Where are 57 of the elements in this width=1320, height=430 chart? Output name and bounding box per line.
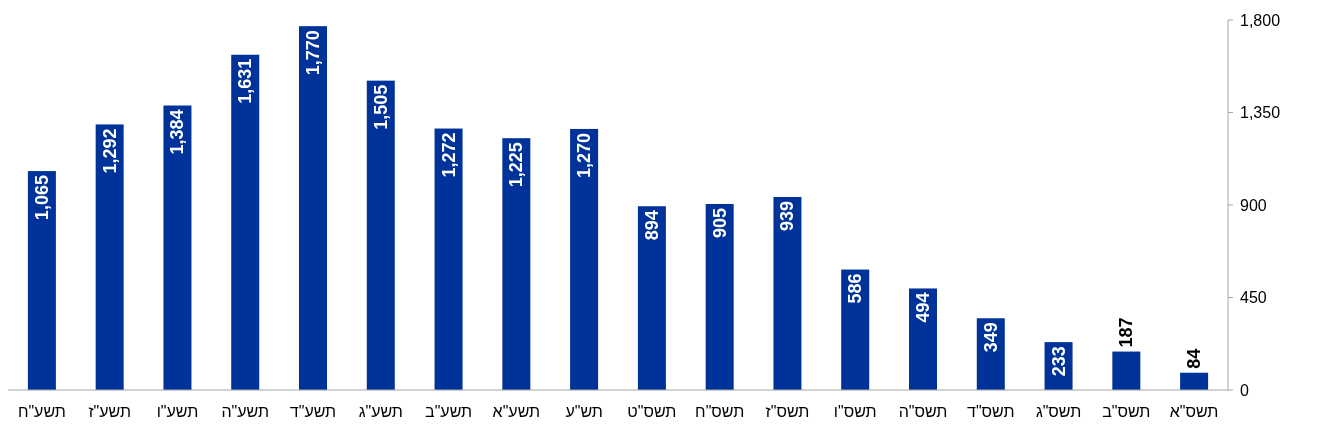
y-tick-label: 900 [1240,196,1267,214]
bar [231,54,260,390]
x-tick-label: תשס"ט [627,403,677,420]
data-label: 1,292 [99,128,120,174]
data-label: 1,272 [438,132,459,178]
bar [705,203,734,390]
y-tick-label: 450 [1240,289,1267,306]
bar [502,138,531,390]
data-label: 586 [845,273,866,304]
x-tick-label: תשע"ה [221,403,269,420]
data-label: 939 [777,200,798,232]
data-label: 494 [913,292,933,323]
data-label: 1,384 [167,109,188,155]
x-tick-label: תשע"ד [289,403,337,420]
bar [95,124,124,390]
x-tick-label: תשע"א [492,403,541,420]
bar [366,80,395,390]
x-tick-label: תשע"ח [17,403,66,420]
data-label: 1,631 [235,58,256,104]
x-tick-label: תשס"ח [695,403,745,420]
x-tick-label: תשס"ג [1035,403,1082,420]
x-tick-label: תשס"ב [1102,403,1151,420]
bar [1180,372,1209,390]
x-tick-label: תשס"א [1169,403,1219,420]
x-tick-label: תש"ע [565,403,603,420]
x-tick-label: תשע"ז [88,403,131,420]
x-tick-label: תשע"ג [358,403,403,420]
y-tick-label: 0 [1240,381,1249,399]
data-label: 187 [1116,317,1137,348]
x-tick-label: תשע"ו [156,403,199,420]
y-tick-label: 1,350 [1240,104,1281,121]
bar [637,206,666,390]
bar [434,128,463,390]
bar [570,128,599,390]
bar [1112,351,1141,390]
data-label: 1,505 [370,84,391,130]
data-label: 894 [641,210,662,241]
x-tick-label: תשס"ז [765,403,810,420]
x-tick-label: תשס"ד [967,403,1015,420]
data-label: 1,225 [506,142,527,188]
bar [27,171,56,390]
bar [773,196,802,390]
x-tick-label: תשע"ב [425,403,473,420]
bar [909,288,937,390]
data-label: 349 [980,322,1001,353]
data-label: 1,065 [31,175,52,221]
data-label: 1,770 [303,30,323,76]
data-label: 84 [1184,348,1205,369]
x-tick-label: תשס"ו [833,403,877,420]
bar [841,269,870,390]
data-label: 1,270 [574,132,595,178]
y-tick-label: 1,800 [1240,11,1281,29]
bar [299,26,327,390]
data-label: 233 [1048,346,1069,377]
data-label: 905 [709,207,730,239]
x-tick-label: תשס"ה [898,403,948,420]
bar [163,105,192,390]
